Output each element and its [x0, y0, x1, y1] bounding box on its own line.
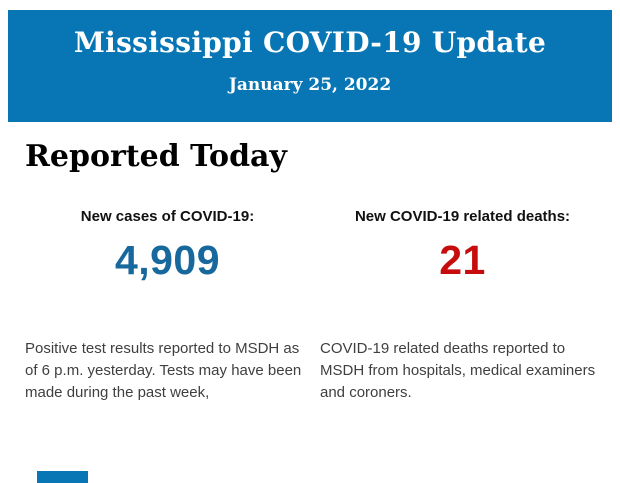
- new-cases-value: 4,909: [114, 237, 221, 283]
- newsletter-title: Mississippi COVID-19 Update: [73, 26, 547, 59]
- header-banner: Mississippi COVID-19 Update January 25, …: [8, 10, 612, 122]
- descriptions-row: Positive test results reported to MSDH a…: [25, 338, 605, 404]
- new-deaths-stat: New COVID-19 related deaths: 21: [320, 208, 605, 282]
- reported-today-heading: Reported Today: [25, 139, 287, 174]
- new-cases-label: New cases of COVID-19:: [80, 208, 255, 225]
- cutoff-next-section-block: [37, 471, 88, 483]
- deaths-description: COVID-19 related deaths reported to MSDH…: [320, 340, 596, 401]
- stats-row: New cases of COVID-19: 4,909 New COVID-1…: [25, 208, 605, 282]
- new-deaths-label: New COVID-19 related deaths:: [354, 208, 571, 225]
- newsletter-date: January 25, 2022: [228, 75, 392, 95]
- new-cases-stat: New cases of COVID-19: 4,909: [25, 208, 310, 282]
- deaths-description-col: COVID-19 related deaths reported to MSDH…: [320, 338, 605, 404]
- cases-description-col: Positive test results reported to MSDH a…: [25, 338, 310, 404]
- cases-description: Positive test results reported to MSDH a…: [25, 340, 302, 401]
- new-deaths-value: 21: [439, 237, 486, 283]
